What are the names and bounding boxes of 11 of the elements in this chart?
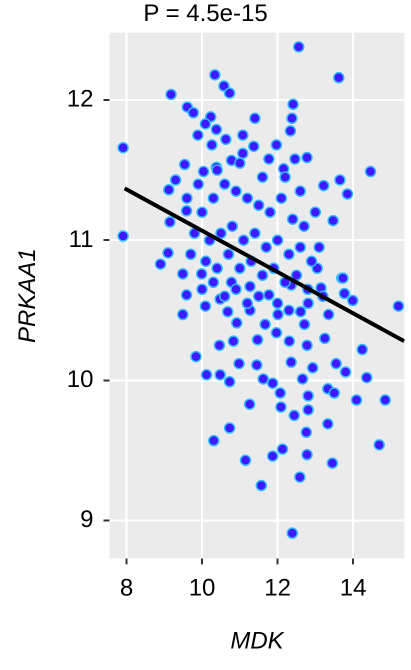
x-axis-title: MDK [230, 627, 285, 654]
x-tick-label: 14 [340, 574, 366, 602]
y-axis-title: PRKAA1 [14, 248, 42, 343]
y-tick-label: 10 [66, 366, 94, 394]
y-tick-label: 11 [68, 226, 94, 253]
x-tick-label: 10 [188, 574, 216, 602]
chart-title: P = 4.5e-15 [143, 0, 268, 28]
x-tick-label: 12 [264, 574, 291, 602]
x-tick-label: 8 [120, 574, 134, 602]
y-tick-label: 9 [80, 506, 94, 534]
y-tick-label: 12 [66, 86, 94, 113]
